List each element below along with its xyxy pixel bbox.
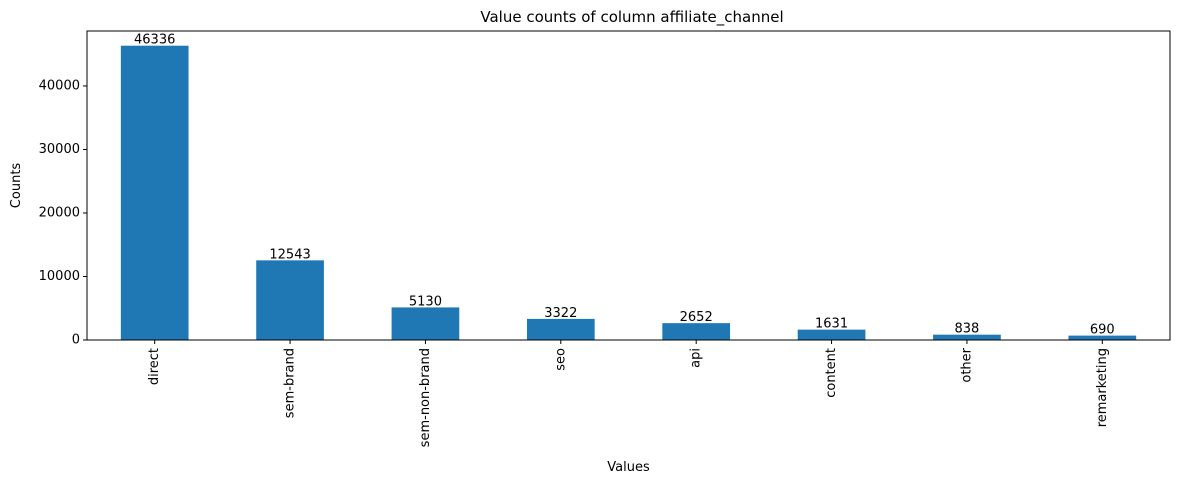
bar-sem-non-brand — [391, 307, 460, 340]
y-tick-label-0: 0 — [72, 333, 80, 348]
bar-value-label-api: 2652 — [680, 310, 713, 325]
y-tick-label-10000: 10000 — [39, 269, 80, 284]
bar-other — [933, 334, 1001, 340]
bar-seo — [526, 318, 595, 340]
x-tick-label-remarketing: remarketing — [1095, 348, 1110, 427]
bar-value-label-sem-non-brand: 5130 — [409, 294, 442, 309]
bar-value-label-seo: 3322 — [544, 306, 577, 321]
y-tick-label-30000: 30000 — [39, 142, 80, 157]
bar-api — [662, 323, 731, 340]
y-tick-label-20000: 20000 — [39, 205, 80, 220]
x-axis: direct sem-brand sem-non-brand seo api conten… — [147, 340, 1110, 447]
x-tick-label-seo: seo — [553, 348, 568, 371]
bars-group — [120, 45, 1137, 341]
bar-value-label-sem-brand: 12543 — [269, 247, 310, 262]
x-tick-label-content: content — [824, 348, 839, 398]
x-tick-label-other: other — [959, 347, 974, 382]
y-axis-label: Counts — [9, 163, 24, 209]
x-tick-label-api: api — [689, 348, 704, 368]
bar-value-label-content: 1631 — [815, 317, 848, 332]
bar-value-label-other: 838 — [955, 322, 980, 337]
y-axis: 0 10000 20000 30000 40000 — [39, 78, 87, 348]
bar-content — [797, 329, 866, 340]
x-axis-label: Values — [607, 460, 650, 475]
bar-value-label-remarketing: 690 — [1090, 323, 1115, 338]
bar-remarketing — [1068, 335, 1137, 340]
bar-value-label-direct: 46336 — [134, 33, 175, 48]
x-tick-label-sem-brand: sem-brand — [283, 348, 298, 418]
y-tick-label-40000: 40000 — [39, 78, 80, 93]
bar-sem-brand — [256, 260, 324, 340]
bar-direct — [120, 45, 189, 341]
bar-labels-group: 46336 12543 5130 3322 2652 1631 838 690 — [134, 33, 1115, 338]
chart-title: Value counts of column affiliate_channel — [480, 8, 783, 27]
x-tick-label-sem-non-brand: sem-non-brand — [418, 348, 433, 447]
plot-frame — [86, 30, 1171, 341]
x-tick-label-direct: direct — [147, 348, 162, 385]
